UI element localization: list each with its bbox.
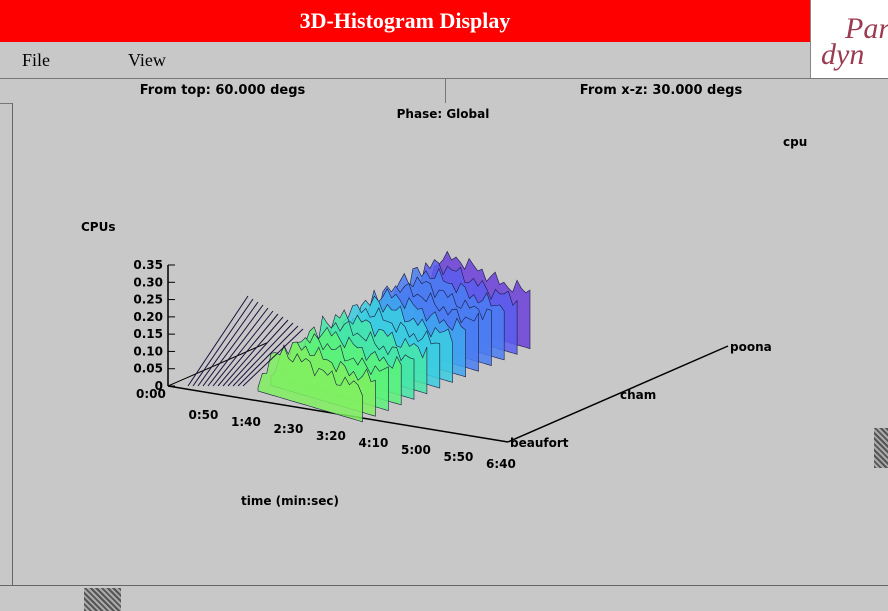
histogram-surface [187, 250, 531, 423]
surface-edge-line [192, 298, 254, 387]
horizontal-scrollbar[interactable] [0, 585, 888, 611]
back-floor-line [167, 342, 268, 387]
surface-edge-line [222, 316, 284, 387]
y-tick-label: 0.35 [133, 258, 163, 272]
surface-ribbon [257, 345, 363, 423]
menu-bar: File View [0, 42, 810, 79]
vertical-scroll-thumb[interactable] [874, 428, 888, 468]
x-tick-label: 2:30 [274, 422, 304, 436]
y-tick-labels: 0.35 0.30 0.25 0.20 0.15 0.10 0.05 0 [133, 258, 175, 393]
surface-edge-line [187, 295, 249, 387]
angle-divider [445, 79, 446, 103]
z-category-labels: beaufort cham poona [510, 340, 772, 450]
surface-edge-line [207, 307, 269, 387]
logo-text-bottom: dyn [821, 38, 864, 71]
window-title-bar: 3D-Histogram Display [0, 0, 810, 42]
histogram-plot-area[interactable]: Phase: Global cpu CPUs time (min:sec) 0.… [12, 103, 876, 585]
menu-file[interactable]: File [22, 50, 51, 70]
menu-view[interactable]: View [128, 50, 166, 70]
from-top-angle: From top: 60.000 degs [139, 83, 306, 98]
x-tick-label: 0:00 [136, 387, 166, 401]
x-tick-label: 6:40 [486, 457, 516, 471]
z-category-label: beaufort [510, 436, 569, 450]
y-tick-label: 0.20 [133, 310, 163, 324]
vertical-scrollbar[interactable] [874, 103, 888, 585]
logo-text-top: Para [844, 12, 888, 45]
surface-edge-line [227, 319, 289, 387]
y-tick-label: 0.05 [133, 362, 163, 376]
y-tick-label: 0.10 [133, 344, 163, 358]
surface-edge-line [217, 313, 279, 387]
horizontal-scroll-thumb[interactable] [84, 588, 121, 611]
x-tick-label: 5:50 [444, 450, 474, 464]
y-axis-title: CPUs [81, 220, 116, 234]
y-tick-label: 0 [155, 379, 163, 393]
surface-edge-line [242, 328, 304, 387]
from-xz-angle: From x-z: 30.000 degs [579, 83, 743, 98]
surface-edge-line [197, 301, 259, 387]
x-tick-label: 5:00 [401, 443, 431, 457]
x-tick-label: 4:10 [359, 436, 389, 450]
phase-label: Phase: Global [397, 107, 490, 121]
x-tick-labels: 0:00 0:50 1:40 2:30 3:20 4:10 5:00 5:50 6:40 [136, 387, 516, 471]
surface-edge-line [232, 322, 294, 387]
metric-label-cpu: cpu [783, 135, 807, 149]
surface-edge-line [237, 325, 299, 387]
y-tick-label: 0.25 [133, 293, 163, 307]
z-category-label: poona [730, 340, 772, 354]
window-title: 3D-Histogram Display [299, 8, 511, 33]
x-axis-title: time (min:sec) [241, 494, 339, 508]
surface-edge-line [212, 310, 274, 387]
z-axis-line [507, 345, 729, 443]
x-tick-label: 3:20 [316, 429, 346, 443]
view-angle-bar: From top: 60.000 degs From x-z: 30.000 d… [0, 78, 888, 104]
y-tick-label: 0.15 [133, 327, 163, 341]
histogram-3d-chart[interactable]: Phase: Global cpu CPUs time (min:sec) 0.… [13, 103, 875, 585]
surface-edge-line [202, 304, 264, 387]
y-tick-label: 0.30 [133, 275, 163, 289]
x-tick-label: 1:40 [231, 415, 261, 429]
paradyn-logo: Para dyn [810, 0, 888, 78]
x-tick-label: 0:50 [189, 408, 219, 422]
z-category-label: cham [620, 388, 656, 402]
